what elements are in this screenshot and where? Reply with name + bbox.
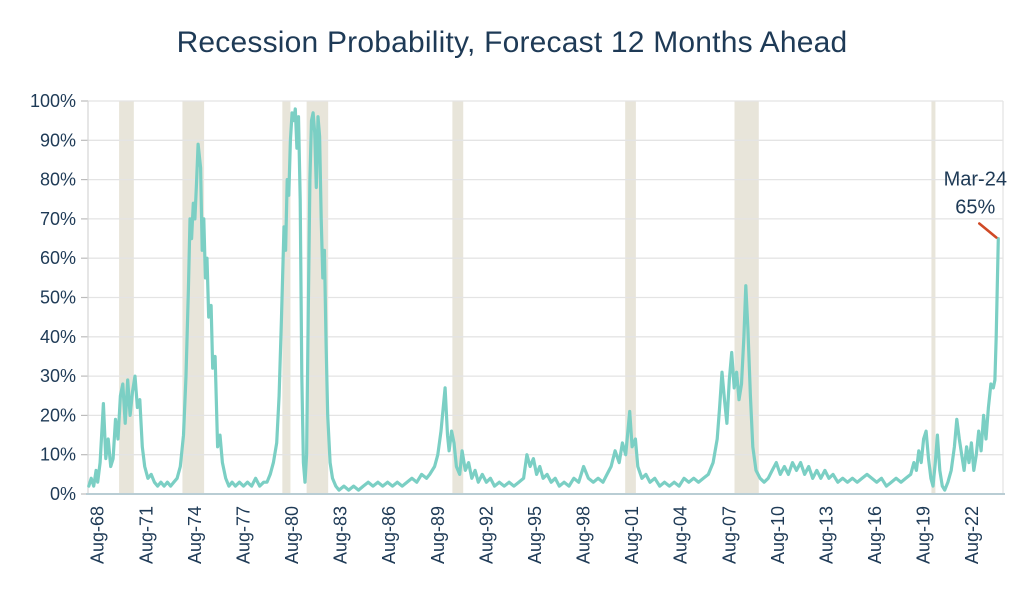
x-axis-label: Aug-83 xyxy=(331,506,351,564)
x-axis-label: Aug-13 xyxy=(816,506,836,564)
y-axis-label: 70% xyxy=(40,209,76,229)
y-axis-label: 40% xyxy=(40,327,76,347)
x-axis-label: Aug-86 xyxy=(379,506,399,564)
x-axis-label: Aug-92 xyxy=(476,506,496,564)
chart-title: Recession Probability, Forecast 12 Month… xyxy=(176,26,848,59)
x-axis-label: Aug-04 xyxy=(671,506,691,564)
x-axis-label: Aug-77 xyxy=(233,506,253,564)
y-axis-label: 0% xyxy=(50,484,76,504)
y-axis-label: 50% xyxy=(40,288,76,308)
y-axis-label: 20% xyxy=(40,405,76,425)
annotation-value: 65% xyxy=(955,197,995,219)
x-axis-label: Aug-71 xyxy=(136,506,156,564)
y-axis-label: 90% xyxy=(40,130,76,150)
x-axis-label: Aug-16 xyxy=(865,506,885,564)
x-axis-label: Aug-98 xyxy=(574,506,594,564)
y-axis-label: 60% xyxy=(40,248,76,268)
y-axis-label: 10% xyxy=(40,445,76,465)
x-axis-label: Aug-10 xyxy=(768,506,788,564)
x-axis-label: Aug-95 xyxy=(525,506,545,564)
y-axis-label: 80% xyxy=(40,170,76,190)
x-axis-label: Aug-01 xyxy=(622,506,642,564)
x-axis-label: Aug-22 xyxy=(962,506,982,564)
probability-line xyxy=(87,107,1000,492)
x-axis-label: Aug-07 xyxy=(719,506,739,564)
x-axis-label: Aug-80 xyxy=(282,506,302,564)
x-axis-label: Aug-89 xyxy=(428,506,448,564)
annotation-date: Mar-24 xyxy=(944,169,1007,191)
x-axis-label: Aug-19 xyxy=(914,506,934,564)
y-axis-label: 100% xyxy=(30,91,76,111)
callout-line xyxy=(978,222,998,239)
y-axis-label: 30% xyxy=(40,366,76,386)
x-axis-label: Aug-68 xyxy=(88,506,108,564)
x-axis-label: Aug-74 xyxy=(185,506,205,564)
